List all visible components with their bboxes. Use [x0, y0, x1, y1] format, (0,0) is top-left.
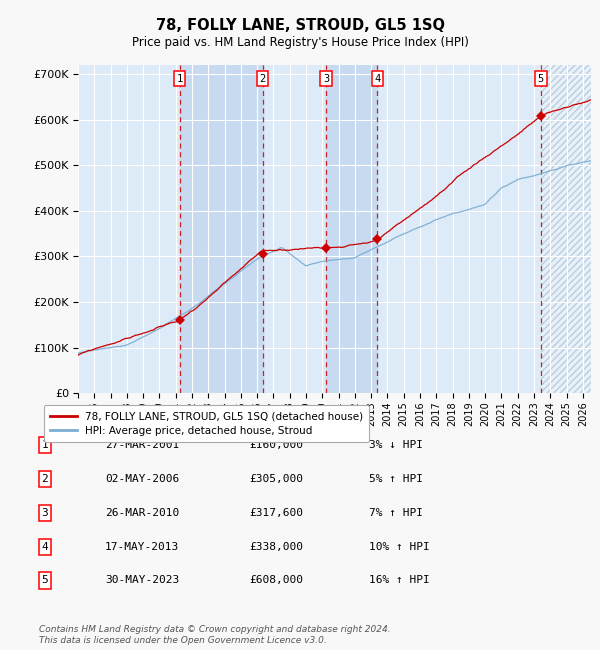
Text: 4: 4	[41, 541, 49, 552]
Text: 3: 3	[41, 508, 49, 518]
Text: Contains HM Land Registry data © Crown copyright and database right 2024.
This d: Contains HM Land Registry data © Crown c…	[39, 625, 391, 645]
Text: 02-MAY-2006: 02-MAY-2006	[105, 474, 179, 484]
Text: 27-MAR-2001: 27-MAR-2001	[105, 440, 179, 450]
Text: 5: 5	[538, 73, 544, 84]
Text: 2: 2	[260, 73, 266, 84]
Text: 10% ↑ HPI: 10% ↑ HPI	[369, 541, 430, 552]
Text: £317,600: £317,600	[249, 508, 303, 518]
Text: £608,000: £608,000	[249, 575, 303, 586]
Text: 7% ↑ HPI: 7% ↑ HPI	[369, 508, 423, 518]
Text: 16% ↑ HPI: 16% ↑ HPI	[369, 575, 430, 586]
Text: 17-MAY-2013: 17-MAY-2013	[105, 541, 179, 552]
Text: £160,000: £160,000	[249, 440, 303, 450]
Text: 4: 4	[374, 73, 380, 84]
Text: 26-MAR-2010: 26-MAR-2010	[105, 508, 179, 518]
Text: 5% ↑ HPI: 5% ↑ HPI	[369, 474, 423, 484]
Bar	[179, 65, 263, 393]
Text: 1: 1	[176, 73, 183, 84]
Text: 78, FOLLY LANE, STROUD, GL5 1SQ: 78, FOLLY LANE, STROUD, GL5 1SQ	[155, 18, 445, 33]
Text: £305,000: £305,000	[249, 474, 303, 484]
Text: Price paid vs. HM Land Registry's House Price Index (HPI): Price paid vs. HM Land Registry's House …	[131, 36, 469, 49]
Bar	[541, 65, 599, 393]
Text: 2: 2	[41, 474, 49, 484]
Legend: 78, FOLLY LANE, STROUD, GL5 1SQ (detached house), HPI: Average price, detached h: 78, FOLLY LANE, STROUD, GL5 1SQ (detache…	[44, 405, 369, 442]
Bar	[326, 65, 377, 393]
Text: 5: 5	[41, 575, 49, 586]
Bar	[541, 65, 599, 393]
Text: 3: 3	[323, 73, 329, 84]
Text: 3% ↓ HPI: 3% ↓ HPI	[369, 440, 423, 450]
Text: 30-MAY-2023: 30-MAY-2023	[105, 575, 179, 586]
Text: 1: 1	[41, 440, 49, 450]
Text: £338,000: £338,000	[249, 541, 303, 552]
